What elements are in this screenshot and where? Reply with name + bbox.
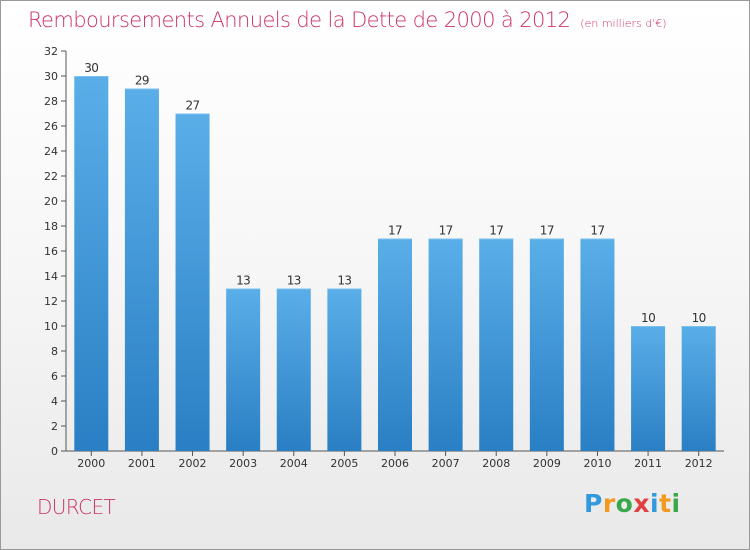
bar	[74, 76, 109, 451]
x-tick-label: 2009	[533, 457, 561, 470]
x-tick-label: 2010	[583, 457, 611, 470]
bar	[175, 113, 210, 451]
bar	[327, 288, 362, 451]
data-label: 17	[388, 224, 402, 238]
commune-name: DURCET	[37, 495, 116, 519]
y-tick-label: 0	[51, 445, 58, 458]
data-label: 17	[489, 224, 503, 238]
value-labels: 30 29 27 13 13 13 17 17 17 17 17 10 10	[84, 61, 706, 325]
data-label: 27	[185, 99, 199, 113]
bar	[124, 88, 159, 451]
chart-title: Remboursements Annuels de la Dette de 20…	[28, 8, 667, 32]
bar	[226, 288, 261, 451]
y-tick-label: 12	[44, 295, 58, 308]
logo-letter: i	[650, 489, 660, 518]
y-tick-label: 24	[44, 145, 58, 158]
y-tick-label: 8	[51, 345, 58, 358]
logo-letter: x	[633, 489, 650, 518]
y-tick-label: 14	[44, 270, 58, 283]
data-label: 29	[135, 74, 149, 88]
data-label: 10	[692, 311, 706, 325]
data-label: 17	[540, 224, 554, 238]
y-tick-label: 20	[44, 195, 58, 208]
bar	[529, 238, 564, 451]
data-label: 13	[236, 274, 250, 288]
x-tick-label: 2012	[685, 457, 713, 470]
x-tick-label: 2001	[128, 457, 156, 470]
logo-letter: t	[659, 489, 672, 518]
y-tick-label: 10	[44, 320, 58, 333]
chart-subtitle: (en milliers d'€)	[580, 17, 667, 30]
chart-title-text: Remboursements Annuels de la Dette de 20…	[28, 8, 571, 32]
data-label: 10	[641, 311, 655, 325]
bars	[74, 76, 716, 451]
data-label: 13	[287, 274, 301, 288]
bar	[378, 238, 412, 451]
x-tick-label: 2002	[179, 457, 207, 470]
x-tick-label: 2000	[77, 457, 105, 470]
x-tick-label: 2011	[634, 457, 662, 470]
logo-letter: P	[584, 489, 603, 518]
y-tick-label: 32	[44, 45, 58, 58]
x-tick-label: 2006	[381, 457, 409, 470]
data-label: 13	[337, 274, 351, 288]
y-tick-label: 16	[44, 245, 58, 258]
data-label: 17	[439, 224, 453, 238]
bar	[681, 326, 716, 451]
y-tick-label: 22	[44, 170, 58, 183]
proxiti-logo: Proxiti	[584, 489, 681, 518]
bar	[276, 288, 311, 451]
bar	[631, 326, 666, 451]
y-tick-label: 28	[44, 95, 58, 108]
bar	[428, 238, 463, 451]
logo-letter: r	[602, 489, 616, 518]
x-tick-label: 2003	[229, 457, 257, 470]
y-tick-label: 26	[44, 120, 58, 133]
data-label: 30	[84, 61, 98, 75]
y-tick-label: 30	[44, 70, 58, 83]
bar	[479, 238, 514, 451]
y-tick-label: 2	[51, 420, 58, 433]
logo-letter: o	[615, 489, 634, 518]
y-tick-label: 18	[44, 220, 58, 233]
bar	[580, 238, 615, 451]
y-tick-label: 4	[51, 395, 58, 408]
y-tick-label: 6	[51, 370, 58, 383]
x-tick-label: 2007	[432, 457, 460, 470]
data-label: 17	[590, 224, 604, 238]
logo-letter: i	[671, 489, 681, 518]
x-tick-label: 2004	[280, 457, 308, 470]
x-tick-label: 2005	[330, 457, 358, 470]
x-tick-label: 2008	[482, 457, 510, 470]
